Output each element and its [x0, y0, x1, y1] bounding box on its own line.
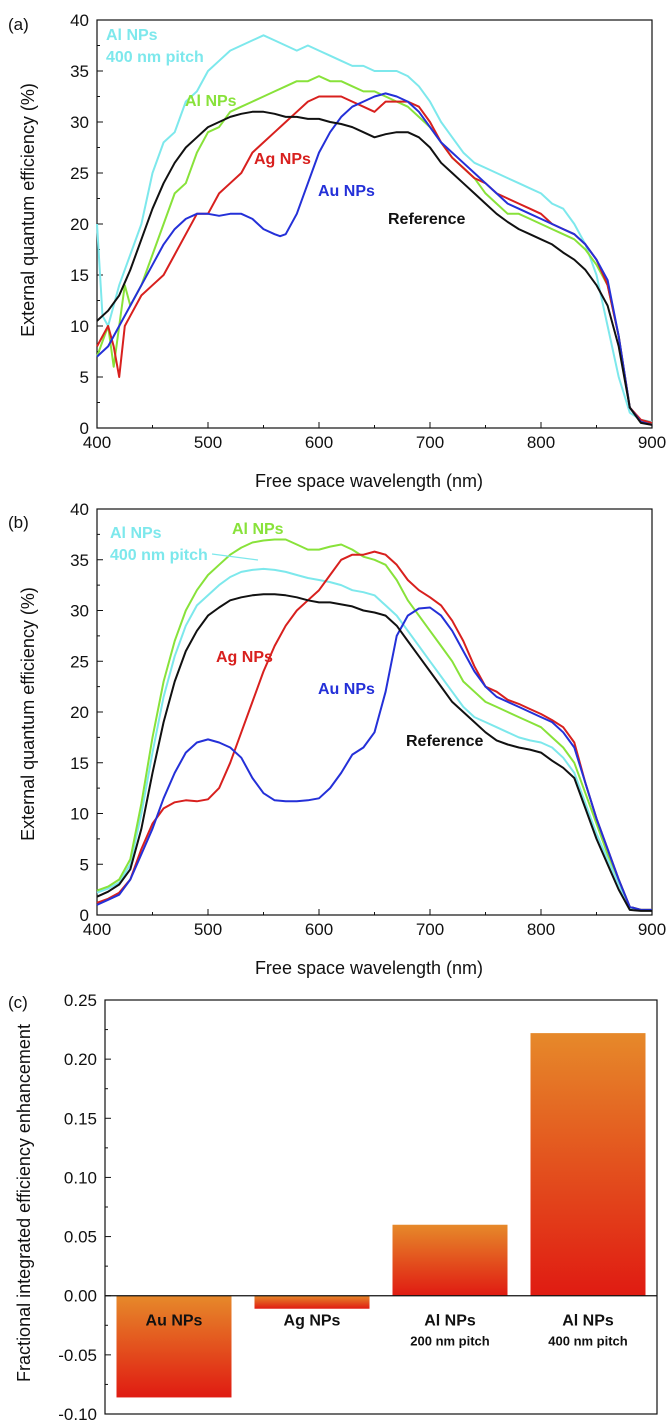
series-line	[96, 550, 652, 911]
y-tick-label: 0	[80, 906, 89, 925]
panel-label-b: (b)	[8, 513, 29, 532]
y-tick-label: 15	[70, 754, 89, 773]
annotation-al-400-pitch-a: 400 nm pitch	[106, 49, 204, 66]
y-tick-label: 10	[70, 317, 89, 336]
annotation-al-b: Al NPs	[232, 521, 284, 538]
annotation-au-b: Au NPs	[318, 681, 375, 698]
y-tick-label: 10	[70, 805, 89, 824]
bar-label: Ag NPs	[284, 1313, 341, 1330]
y-tick-label: 35	[70, 62, 89, 81]
annotation-reference-b: Reference	[406, 733, 483, 750]
x-axis-label-b: Free space wavelength (nm)	[255, 958, 483, 978]
annotation-ag-a: Ag NPs	[254, 151, 311, 168]
y-tick-label: 0.05	[64, 1228, 97, 1247]
y-tick-label: 30	[70, 113, 89, 132]
annotation-pointer-b	[211, 553, 259, 561]
x-tick-label: 400	[83, 433, 111, 452]
plot-area-b: 400 500 600 700 800 900 0 5 10 15 20 25 30 35 40	[70, 500, 666, 939]
y-tick-label: -0.10	[58, 1405, 97, 1421]
y-tick-label: 40	[70, 500, 89, 519]
bar	[530, 1033, 646, 1296]
annotation-au-a: Au NPs	[318, 183, 375, 200]
y-tick-label: 25	[70, 652, 89, 671]
plot-frame	[96, 508, 653, 916]
y-tick-label: 0.20	[64, 1050, 97, 1069]
series-line	[96, 538, 652, 911]
x-tick-label: 900	[638, 433, 666, 452]
y-axis-label-c: Fractional integrated efficiency enhance…	[14, 1024, 34, 1382]
bar-label: Au NPs	[146, 1313, 203, 1330]
y-tick-label: 5	[80, 368, 89, 387]
series-line	[96, 606, 652, 911]
y-tick-label: 0.15	[64, 1109, 97, 1128]
annotation-al-a: Al NPs	[185, 93, 237, 110]
x-tick-label: 700	[416, 920, 444, 939]
series-line	[96, 92, 653, 426]
x-tick-label: 600	[305, 920, 333, 939]
annotation-al-400-a: Al NPs	[106, 27, 158, 44]
annotation-ag-b: Ag NPs	[216, 649, 273, 666]
plot-area-c: 0.25 0.20 0.15 0.10 0.05 0.00 -0.05 -0.10 Au NPs…	[58, 991, 658, 1421]
panel-label-c: (c)	[8, 993, 28, 1012]
y-tick-label: -0.05	[58, 1346, 97, 1365]
x-axis-label-a: Free space wavelength (nm)	[255, 471, 483, 491]
x-tick-label: 500	[194, 433, 222, 452]
bar-sublabel: 200 nm pitch	[410, 1334, 490, 1349]
y-tick-label: 35	[70, 551, 89, 570]
plot-area-a: 400 500 600 700 800 900 0 5 10 15 20 25 30 35 40	[70, 11, 666, 452]
bar	[116, 1295, 232, 1398]
x-tick-label: 800	[527, 433, 555, 452]
annotation-reference-a: Reference	[388, 211, 465, 228]
series-line	[96, 75, 653, 425]
y-tick-label: 30	[70, 602, 89, 621]
x-tick-label: 900	[638, 920, 666, 939]
annotation-al-400-b: Al NPs	[110, 525, 162, 542]
x-tick-label: 800	[527, 920, 555, 939]
bar	[254, 1295, 370, 1309]
y-tick-label: 40	[70, 11, 89, 30]
series-line	[96, 95, 653, 424]
x-tick-label: 700	[416, 433, 444, 452]
series-line	[96, 593, 652, 912]
panel-a: (a) Free space wavelength (nm) External …	[8, 11, 666, 491]
y-tick-label: 0.10	[64, 1168, 97, 1187]
y-axis-label-b: External quantum efficiency (%)	[18, 587, 38, 841]
panel-b: (b) Free space wavelength (nm) External …	[8, 500, 666, 978]
annotation-al-400-pitch-b: 400 nm pitch	[110, 547, 208, 564]
bar-sublabel: 400 nm pitch	[548, 1334, 628, 1349]
panel-label-a: (a)	[8, 15, 29, 34]
y-axis-label-a: External quantum efficiency (%)	[18, 83, 38, 337]
x-tick-label: 400	[83, 920, 111, 939]
x-tick-label: 600	[305, 433, 333, 452]
y-tick-label: 0	[80, 419, 89, 438]
bar-label: Al NPs	[424, 1313, 476, 1330]
y-tick-label: 20	[70, 703, 89, 722]
y-tick-label: 15	[70, 266, 89, 285]
y-tick-label: 0.00	[64, 1287, 97, 1306]
bar-label: Al NPs	[562, 1313, 614, 1330]
y-tick-label: 5	[80, 855, 89, 874]
series-line	[96, 110, 653, 426]
y-tick-label: 0.25	[64, 991, 97, 1010]
bar	[392, 1224, 508, 1296]
series-line	[96, 34, 653, 423]
x-tick-label: 500	[194, 920, 222, 939]
panel-c: (c) Fractional integrated efficiency enh…	[8, 991, 658, 1421]
series-line	[96, 567, 652, 911]
y-tick-label: 25	[70, 164, 89, 183]
y-tick-label: 20	[70, 215, 89, 234]
